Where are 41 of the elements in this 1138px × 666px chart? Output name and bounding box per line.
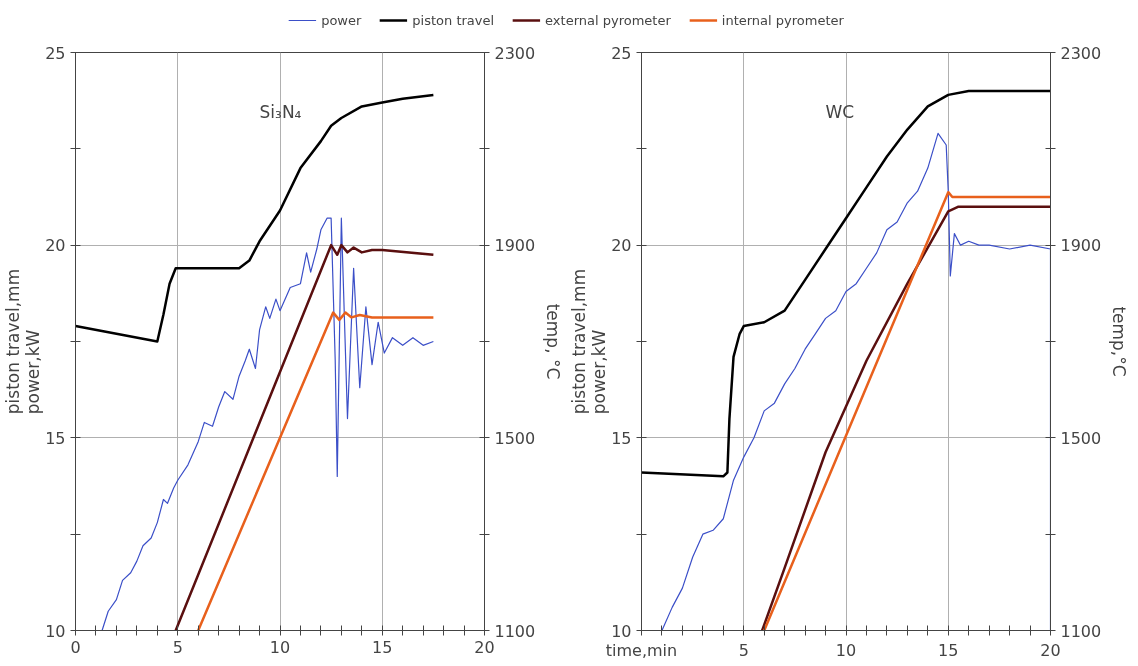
y-tick-label: 20	[611, 236, 632, 256]
y-tick-label: 15	[45, 428, 66, 448]
line-series	[641, 89, 1051, 478]
y-tick-label: 25	[611, 43, 632, 63]
x-tick-label: time,min	[605, 640, 678, 660]
y2-tick-label: 1900	[1060, 236, 1102, 256]
y2-tick-label: 1100	[1060, 621, 1102, 641]
line-series	[196, 311, 435, 631]
line-series	[174, 243, 435, 631]
x-tick-label: 15	[938, 640, 959, 660]
y2-tick-label: 1500	[1060, 428, 1102, 448]
legend-label: internal pyrometer	[721, 12, 844, 28]
annotation: WC	[825, 101, 855, 122]
x-tick-label: 5	[172, 637, 183, 657]
y-tick-label: 25	[45, 43, 66, 63]
annotation: Si₃N₄	[259, 101, 302, 122]
line-series	[101, 217, 434, 631]
legend-label: external pyrometer	[545, 12, 671, 28]
x-tick-label: 10	[835, 640, 857, 660]
x-tick-label: 5	[738, 640, 749, 660]
x-tick-label: 15	[372, 637, 393, 657]
y-tick-label: 10	[45, 621, 66, 641]
y-tick-label: 10	[611, 621, 632, 641]
line-series	[75, 93, 435, 343]
y2-axis-title: temp,°C	[1109, 306, 1130, 377]
y2-tick-label: 2300	[1060, 43, 1102, 63]
x-tick-label: 10	[269, 637, 291, 657]
x-tick-label: 20	[1040, 640, 1061, 660]
y2-tick-label: 1900	[494, 236, 536, 256]
y-tick-label: 20	[45, 236, 66, 256]
y2-tick-label: 2300	[494, 43, 536, 63]
y-axis-title: piston travel,mm power,kW	[2, 268, 43, 415]
y-tick-label: 15	[611, 428, 632, 448]
y2-tick-label: 1500	[494, 428, 536, 448]
x-tick-label: 0	[70, 637, 81, 657]
y2-axis-title: temp, °C	[543, 303, 564, 380]
x-tick-label: 20	[474, 637, 495, 657]
legend-label: power	[321, 12, 362, 28]
y-axis-title: piston travel,mm power,kW	[568, 268, 609, 415]
legend-label: piston travel	[412, 12, 495, 28]
y2-tick-label: 1100	[494, 621, 536, 641]
